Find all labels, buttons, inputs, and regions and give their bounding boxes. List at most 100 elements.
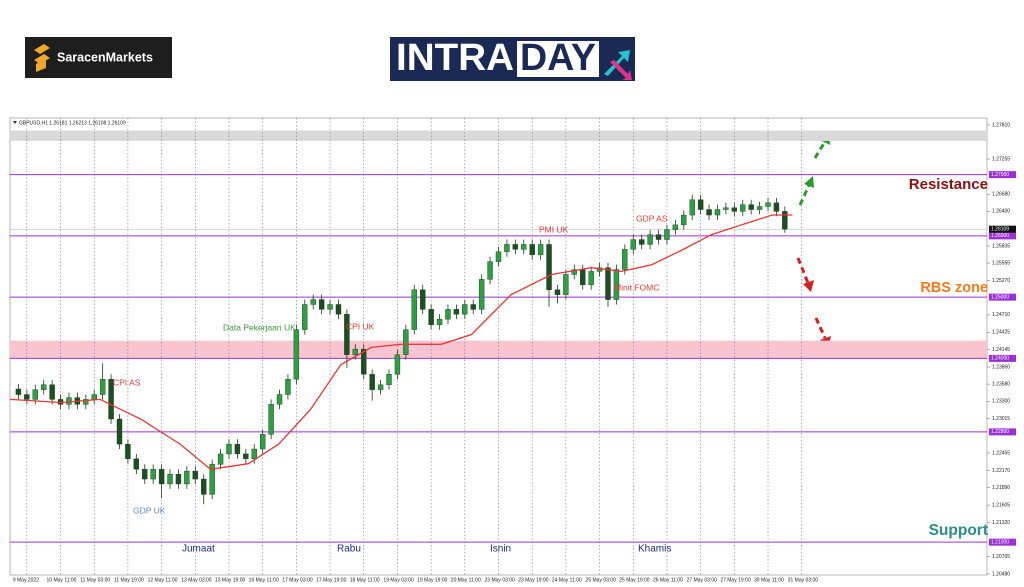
candle-body [504, 244, 510, 252]
candle-body [580, 269, 586, 286]
candle-body [529, 244, 535, 256]
candle-body [495, 251, 502, 262]
candle-body [512, 244, 519, 250]
y-tick-label: 1.25270 [992, 278, 1010, 284]
candle-body [731, 207, 738, 212]
candle-body [66, 397, 72, 405]
candle-body [302, 304, 308, 330]
candle-body [445, 309, 451, 320]
x-tick-label: 18 May 11:00 [350, 577, 380, 583]
candle-body [108, 379, 114, 420]
last-price-label: 1.26109 [991, 227, 1009, 233]
candle-body [352, 348, 359, 355]
x-tick-label: 13 May 19:00 [215, 577, 246, 583]
annotation: CPI UK [346, 321, 375, 331]
x-tick-label: 20 May 11:00 [451, 577, 481, 583]
x-tick-label: 25 May 19:00 [619, 577, 650, 583]
y-tick-label: 1.20765 [992, 554, 1010, 560]
candle-body [40, 384, 47, 390]
candle-body [563, 274, 569, 295]
brand-arrow [610, 60, 632, 80]
candle-body [462, 304, 468, 315]
candle-body [116, 418, 123, 445]
candle-body [655, 234, 662, 240]
candle-body [403, 329, 409, 355]
y-tick-label: 1.21605 [992, 502, 1010, 508]
level-label-box [989, 428, 1016, 436]
arrow-head [804, 176, 814, 188]
candle-body [344, 314, 350, 355]
y-tick-label: 1.24425 [992, 330, 1010, 336]
y-tick-label: 1.21320 [992, 520, 1010, 526]
x-tick-label: 13 May 03:00 [181, 577, 212, 583]
candle-body [226, 443, 232, 455]
candle-body [638, 239, 645, 245]
candle-body [765, 202, 771, 207]
candle-body [470, 304, 476, 310]
down-arrow [796, 257, 810, 284]
day-label: Rabu [337, 544, 361, 555]
level-label: 1.22800 [991, 429, 1009, 435]
candle-body [259, 434, 266, 450]
candle-body [571, 269, 578, 275]
candle-body [647, 234, 653, 245]
zone-label: RBS zone [920, 280, 988, 296]
candle-body [487, 261, 493, 280]
day-label: Khamis [638, 544, 671, 555]
x-tick-label: 11 May 19:00 [114, 577, 144, 583]
candle-body [49, 384, 55, 400]
x-tick-label: 12 May 11:00 [148, 577, 178, 583]
logo-icon [34, 44, 50, 72]
candle-body [521, 244, 527, 250]
candle-body [554, 289, 561, 295]
down-arrow [814, 317, 827, 339]
x-tick-label: 17 May 03:00 [282, 577, 313, 583]
candle-body [588, 271, 594, 286]
candle-body [411, 289, 417, 330]
candle-body [243, 453, 249, 460]
candle-body [386, 374, 392, 385]
candle-body [175, 473, 182, 485]
x-tick-label: 30 May 11:00 [754, 577, 784, 583]
x-tick-label: 25 May 03:00 [586, 577, 617, 583]
candle-body [15, 388, 22, 395]
logo-box [25, 37, 172, 78]
candle-body [773, 202, 780, 212]
x-tick-label: 19 May 19:00 [417, 577, 448, 583]
brand-text: INTRA [396, 37, 514, 79]
chart-header: GBPUSD,H1 1.26181 1.26213 1.26108 1.2610… [19, 120, 126, 126]
candle-body [158, 469, 165, 485]
candle-body [377, 384, 384, 390]
brand-text: DAY [520, 37, 596, 79]
candle-body [453, 309, 460, 315]
candle-body [125, 443, 131, 460]
level-label: 1.24000 [991, 356, 1009, 362]
x-tick-label: 23 May 19:00 [518, 577, 549, 583]
candle-body [201, 478, 207, 495]
level-label-box [989, 538, 1016, 546]
y-tick-label: 1.23860 [992, 364, 1010, 370]
candle-body [697, 199, 704, 210]
candle-body [689, 199, 695, 216]
annotation: CPI AS [113, 377, 141, 387]
candle-body [748, 204, 754, 210]
y-tick-label: 1.24710 [992, 312, 1010, 318]
x-tick-label: 23 May 03:00 [485, 577, 516, 583]
candle-body [209, 464, 215, 495]
candle-body [419, 289, 426, 310]
x-tick-label: 27 May 19:00 [720, 577, 751, 583]
candle-body [630, 239, 636, 250]
annotation: GDP UK [133, 505, 166, 515]
candle-body [99, 379, 106, 395]
candle-body [672, 224, 679, 230]
annotation: Data Pekerjaan UK [223, 322, 296, 332]
x-tick-label: 24 May 11:00 [552, 577, 582, 583]
level-label: 1.21000 [991, 539, 1009, 545]
y-tick-label: 1.22455 [992, 450, 1010, 456]
annotation: Minit FOMC [614, 282, 659, 292]
candle-body [756, 206, 763, 210]
candle-body [740, 204, 746, 212]
candle-body [335, 304, 342, 315]
